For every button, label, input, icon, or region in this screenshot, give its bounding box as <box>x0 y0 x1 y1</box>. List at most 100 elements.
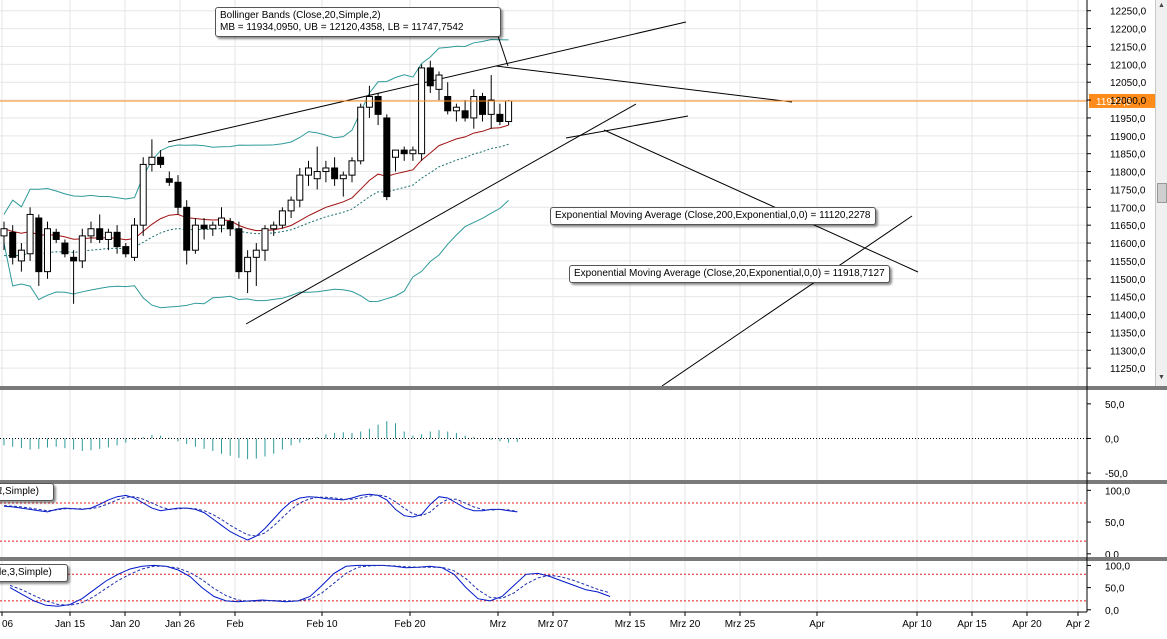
candle-body[interactable] <box>209 224 217 230</box>
candle-body[interactable] <box>444 96 452 112</box>
candle-body[interactable] <box>148 156 156 165</box>
candle-body[interactable] <box>174 181 182 208</box>
price-tick-label: 11850,0 <box>1110 150 1146 161</box>
stochastic-panel-1 <box>0 493 1087 542</box>
candle-body[interactable] <box>113 231 121 248</box>
candle-body[interactable] <box>78 235 86 262</box>
candle-body[interactable] <box>165 178 173 183</box>
candle-body[interactable] <box>296 174 304 201</box>
date-label: Jan 20 <box>110 619 140 630</box>
candle-body[interactable] <box>496 113 504 123</box>
candle-body[interactable] <box>278 210 286 226</box>
date-label: Apr <box>809 619 825 630</box>
candle-body[interactable] <box>61 242 69 255</box>
scroll-down-icon[interactable]: ▼ <box>1158 374 1165 381</box>
candle-body[interactable] <box>226 221 234 230</box>
trendline-2[interactable] <box>495 65 793 103</box>
candle-body[interactable] <box>244 256 252 273</box>
candle-body[interactable] <box>235 228 243 273</box>
candle-body[interactable] <box>365 96 373 108</box>
candle-body[interactable] <box>122 246 130 255</box>
panel-s1-bg <box>0 484 1087 557</box>
trendline-3[interactable] <box>565 115 689 139</box>
price-axes: 12250,0 12200,0 12150,0 12100,0 12050,0 12000… <box>0 0 1167 617</box>
candle-body[interactable] <box>479 96 486 115</box>
candle-body[interactable] <box>339 174 347 180</box>
time-axis: 06 Jan 15 Jan 20 Jan 26 Feb Feb 10 Feb 20 Mrz Mr… <box>1 612 1090 630</box>
candle-body[interactable] <box>139 163 147 226</box>
candle-body[interactable] <box>435 74 443 90</box>
candle-body[interactable] <box>9 231 17 258</box>
trendline-5[interactable] <box>661 215 913 387</box>
panel-separator[interactable] <box>0 557 1167 561</box>
panel-separator[interactable] <box>0 480 1167 484</box>
momentum-tick-label: -50,0 <box>1105 469 1128 480</box>
candle-body[interactable] <box>26 213 34 255</box>
panel-mom-bg <box>0 390 1087 480</box>
ema20-line <box>3 124 509 241</box>
stoch2-tooltip[interactable]: le,3,Simple) <box>0 564 68 582</box>
candle-body[interactable] <box>0 228 8 237</box>
date-label: Mrz 15 <box>615 619 646 630</box>
price-tick-label: 11500,0 <box>1110 275 1146 286</box>
price-tick-label: 11650,0 <box>1110 221 1146 232</box>
candle-body[interactable] <box>374 96 382 115</box>
candle-body[interactable] <box>505 100 513 123</box>
candle-body[interactable] <box>252 249 260 258</box>
candle-body[interactable] <box>392 149 399 158</box>
bollinger-lower-band <box>3 200 509 309</box>
candle-body[interactable] <box>270 224 278 230</box>
date-label: Mrz 20 <box>670 619 701 630</box>
candle-body[interactable] <box>322 167 330 173</box>
candle-body[interactable] <box>487 99 495 115</box>
scroll-up-icon[interactable]: ▲ <box>1158 2 1165 9</box>
candle-body[interactable] <box>348 160 356 176</box>
candle-body[interactable] <box>400 149 408 155</box>
candle-body[interactable] <box>191 224 199 251</box>
candle-body[interactable] <box>87 228 95 237</box>
candle-body[interactable] <box>17 249 25 262</box>
candle-body[interactable] <box>383 117 391 198</box>
trendline-4[interactable] <box>603 129 919 273</box>
candle-body[interactable] <box>261 228 269 251</box>
candle-body[interactable] <box>104 231 112 240</box>
candle-body[interactable] <box>200 224 208 230</box>
candle-body[interactable] <box>183 206 191 251</box>
price-tick-label: 11350,0 <box>1110 328 1146 339</box>
candle-body[interactable] <box>131 224 138 258</box>
candle-body[interactable] <box>357 106 365 162</box>
stochastic-panel-2 <box>0 564 1087 607</box>
candle-body[interactable] <box>313 171 321 180</box>
trendline-1[interactable] <box>245 103 637 325</box>
candle-body[interactable] <box>305 167 312 176</box>
candle-body[interactable] <box>409 149 417 155</box>
ema200-tooltip[interactable]: Exponential Moving Average (Close,200,Ex… <box>550 207 876 225</box>
candle-body[interactable] <box>426 67 434 87</box>
date-label: Feb 10 <box>306 619 338 630</box>
candle-body[interactable] <box>52 231 60 240</box>
date-label: Apr 10 <box>902 619 932 630</box>
candle-body[interactable] <box>35 217 43 273</box>
panel-separator[interactable] <box>0 386 1167 390</box>
date-label: Mrz 07 <box>538 619 569 630</box>
candle-body[interactable] <box>44 228 51 273</box>
candle-body[interactable] <box>331 167 339 180</box>
stoch1-tooltip[interactable]: ℓ,Simple) <box>0 483 54 501</box>
bollinger-tooltip[interactable]: Bollinger Bands (Close,20,Simple,2) MB =… <box>215 7 501 37</box>
candle-body[interactable] <box>461 110 469 119</box>
scroll-thumb[interactable] <box>1157 183 1167 203</box>
candle-body[interactable] <box>452 106 460 112</box>
stoch2-tooltip-text: le,3,Simple) <box>0 567 52 578</box>
candle-body[interactable] <box>96 228 104 240</box>
candle-body[interactable] <box>70 256 78 262</box>
candle-body[interactable] <box>418 67 426 155</box>
candle-body[interactable] <box>470 96 478 119</box>
candle-body[interactable] <box>218 217 225 226</box>
price-tick-label: 11700,0 <box>1110 203 1146 214</box>
price-scrollbar[interactable]: ▲ ▼ <box>1155 0 1167 386</box>
date-label: Feb 20 <box>394 619 426 630</box>
ema20-tooltip[interactable]: Exponential Moving Average (Close,20,Exp… <box>569 265 890 283</box>
candle-body[interactable] <box>157 156 165 165</box>
candle-body[interactable] <box>287 199 295 212</box>
